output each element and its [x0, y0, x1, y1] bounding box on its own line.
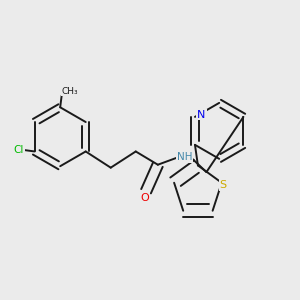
Text: N: N [197, 110, 206, 119]
Text: CH₃: CH₃ [62, 87, 78, 96]
Text: Cl: Cl [13, 145, 24, 155]
Text: O: O [140, 193, 149, 203]
Text: S: S [220, 180, 227, 190]
Text: NH: NH [177, 152, 192, 162]
